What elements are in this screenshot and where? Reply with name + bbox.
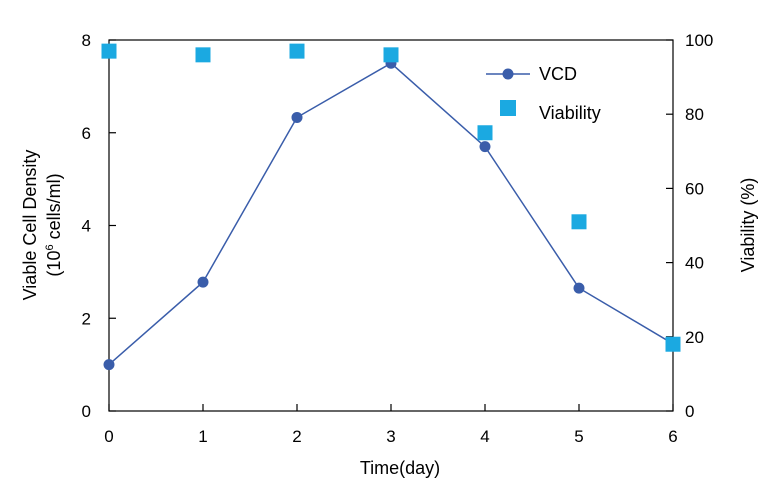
viability-data-point: [195, 47, 211, 63]
vcd-data-point: [291, 111, 303, 123]
x-tick-label: 3: [386, 427, 395, 446]
vcd-data-point: [103, 359, 115, 371]
legend-vcd-label: VCD: [539, 64, 577, 84]
right-y-tick-label: 60: [685, 179, 704, 198]
viability-data-point: [101, 43, 117, 59]
legend-vcd-marker: [502, 68, 514, 80]
left-y-tick-label: 8: [82, 31, 91, 50]
x-tick-label: 6: [668, 427, 677, 446]
left-y-axis-title-line2: (106 cells/ml): [44, 173, 64, 276]
unit-prefix: (10: [44, 251, 64, 277]
legend: VCD Viability: [486, 64, 601, 123]
left-y-tick-label: 0: [82, 402, 91, 421]
left-y-axis-title-line1: Viable Cell Density: [20, 150, 40, 301]
left-y-axis-title: Viable Cell Density (106 cells/ml): [20, 150, 64, 301]
x-tick-label: 4: [480, 427, 489, 446]
x-tick-label: 1: [198, 427, 207, 446]
viability-data-point: [665, 336, 681, 352]
plot-frame: [108, 39, 674, 412]
viability-data-point: [289, 43, 305, 59]
right-y-tick-label: 20: [685, 328, 704, 347]
left-y-tick-label: 6: [82, 124, 91, 143]
unit-suffix: cells/ml): [44, 173, 64, 244]
right-y-tick-label: 40: [685, 254, 704, 273]
right-y-axis-title: Viability (%): [738, 178, 758, 273]
x-axis-title: Time(day): [360, 458, 440, 478]
vcd-data-point: [479, 141, 491, 153]
unit-exponent: 6: [44, 244, 56, 250]
vcd-data-point: [197, 276, 209, 288]
viability-data-point: [571, 214, 587, 230]
vcd-data-point: [573, 282, 585, 294]
viability-data-point: [383, 47, 399, 63]
x-tick-label: 2: [292, 427, 301, 446]
x-tick-label: 0: [104, 427, 113, 446]
legend-viability-marker: [500, 100, 516, 116]
legend-viability-label: Viability: [539, 103, 601, 123]
right-y-tick-label: 80: [685, 105, 704, 124]
left-y-tick-label: 4: [82, 217, 91, 236]
x-tick-label: 5: [574, 427, 583, 446]
viability-data-point: [477, 125, 493, 141]
right-y-tick-label: 100: [685, 31, 713, 50]
left-y-tick-label: 2: [82, 309, 91, 328]
right-y-tick-label: 0: [685, 402, 694, 421]
